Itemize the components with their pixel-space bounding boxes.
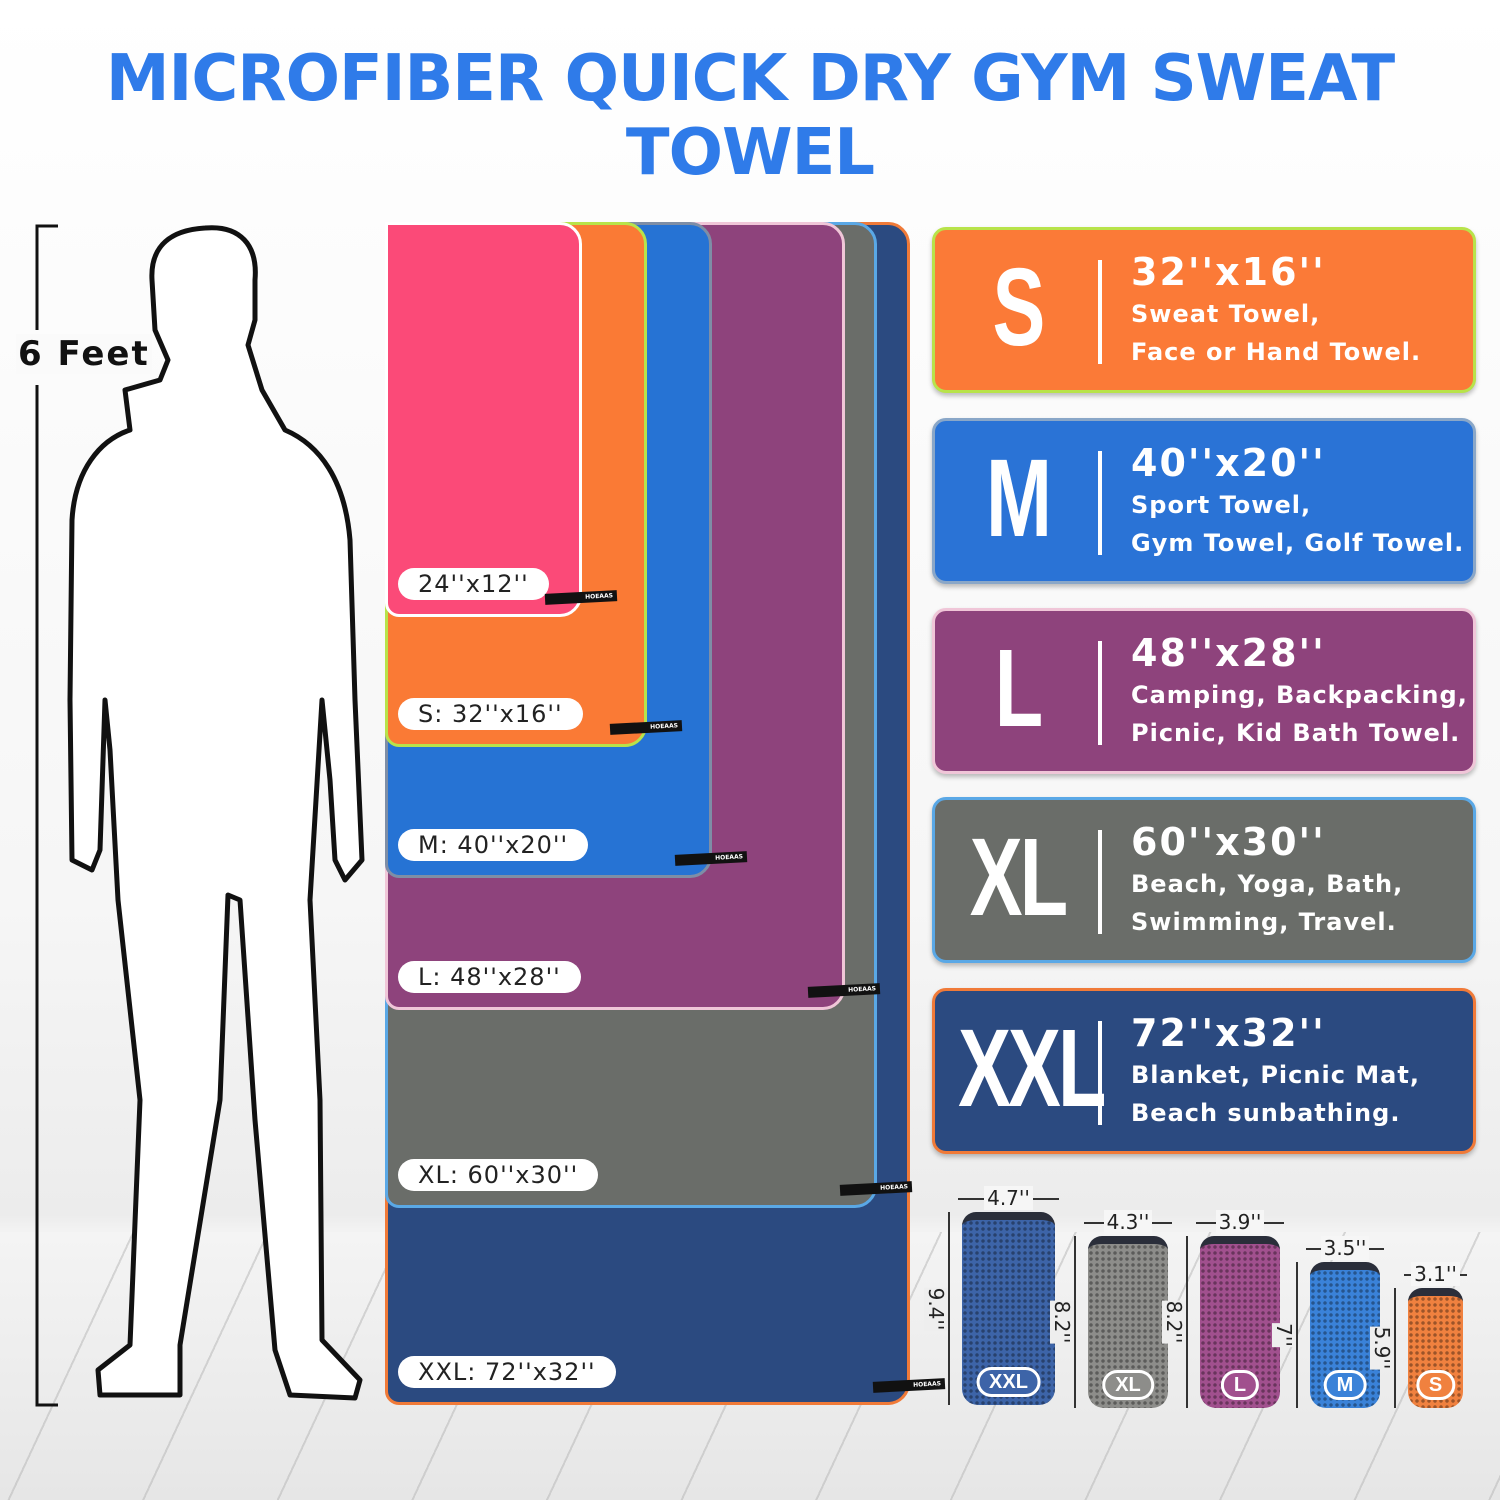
use-line-1: Sweat Towel, bbox=[1131, 300, 1321, 328]
bag-height-text: 8.2'' bbox=[1162, 1300, 1186, 1344]
size-card-s: S 32''x16'' Sweat Towel, Face or Hand Towel… bbox=[932, 227, 1476, 393]
divider bbox=[1098, 1021, 1102, 1125]
bag-size-badge: XL bbox=[1102, 1370, 1154, 1400]
bag-width-text: 3.1'' bbox=[1411, 1262, 1460, 1286]
size-card-l: L 48''x28'' Camping, Backpacking, Picnic, K… bbox=[932, 608, 1476, 774]
dimensions: 32''x16'' bbox=[1131, 250, 1326, 294]
use-line-1: Beach, Yoga, Bath, bbox=[1131, 870, 1404, 898]
towel-size-label: XL: 60''x30'' bbox=[398, 1159, 599, 1191]
bag-xxl: XXL bbox=[962, 1212, 1055, 1405]
size-letter: M bbox=[985, 437, 1052, 560]
use-line-2: Gym Towel, Golf Towel. bbox=[1131, 529, 1465, 557]
use-line-1: Camping, Backpacking, bbox=[1131, 681, 1468, 709]
use-line-2: Face or Hand Towel. bbox=[1131, 338, 1422, 366]
bag-m: M bbox=[1310, 1262, 1380, 1408]
bag-size-badge: L bbox=[1220, 1370, 1260, 1400]
bag-width-label: 3.5'' bbox=[1306, 1236, 1384, 1274]
bag-height-label: 8.2'' bbox=[1162, 1236, 1188, 1408]
towel-size-label: XXL: 72''x32'' bbox=[398, 1356, 616, 1388]
height-ruler bbox=[35, 224, 58, 1407]
towel-size-label: 24''x12'' bbox=[398, 568, 549, 600]
bag-height-text: 5.9'' bbox=[1370, 1326, 1394, 1370]
size-letter: XXL bbox=[958, 1007, 1106, 1130]
dimensions: 60''x30'' bbox=[1131, 820, 1326, 864]
towel-size-label: L: 48''x28'' bbox=[398, 961, 581, 993]
dimensions: 40''x20'' bbox=[1131, 441, 1326, 485]
bag-height-label: 9.4'' bbox=[924, 1212, 950, 1405]
size-card-m: M 40''x20'' Sport Towel, Gym Towel, Golf To… bbox=[932, 418, 1476, 584]
dimensions: 72''x32'' bbox=[1131, 1011, 1326, 1055]
divider bbox=[1098, 830, 1102, 934]
size-card-xxl: XXL 72''x32'' Blanket, Picnic Mat, Beach su… bbox=[932, 988, 1476, 1154]
use-line-2: Picnic, Kid Bath Towel. bbox=[1131, 719, 1461, 747]
use-line-1: Blanket, Picnic Mat, bbox=[1131, 1061, 1420, 1089]
bag-height-label: 5.9'' bbox=[1370, 1288, 1396, 1408]
bag-l: L bbox=[1200, 1236, 1280, 1408]
dimensions: 48''x28'' bbox=[1131, 631, 1326, 675]
size-letter: XL bbox=[969, 816, 1068, 939]
size-card-xl: XL 60''x30'' Beach, Yoga, Bath, Swimming, T… bbox=[932, 797, 1476, 963]
bag-height-text: 8.2'' bbox=[1050, 1300, 1074, 1344]
bag-height-label: 7'' bbox=[1272, 1262, 1298, 1408]
use-line-1: Sport Towel, bbox=[1131, 491, 1312, 519]
bag-width-label: 4.3'' bbox=[1084, 1210, 1172, 1248]
towel-size-label: S: 32''x16'' bbox=[398, 698, 583, 730]
bag-xl: XL bbox=[1088, 1236, 1168, 1408]
person-outline bbox=[67, 225, 365, 1401]
page-title: MICROFIBER QUICK DRY GYM SWEAT TOWEL bbox=[105, 42, 1395, 190]
bag-width-label: 4.7'' bbox=[958, 1186, 1059, 1224]
size-letter: L bbox=[994, 627, 1043, 750]
divider bbox=[1098, 451, 1102, 555]
use-line-2: Beach sunbathing. bbox=[1131, 1099, 1401, 1127]
bag-width-label: 3.1'' bbox=[1404, 1262, 1467, 1300]
divider bbox=[1098, 260, 1102, 364]
bag-height-label: 8.2'' bbox=[1050, 1236, 1076, 1408]
bag-width-text: 3.9'' bbox=[1215, 1210, 1265, 1234]
bag-width-label: 3.9'' bbox=[1196, 1210, 1284, 1248]
bag-width-text: 4.3'' bbox=[1103, 1210, 1153, 1234]
bag-size-badge: M bbox=[1323, 1370, 1367, 1400]
divider bbox=[1098, 641, 1102, 745]
bag-height-text: 7'' bbox=[1272, 1323, 1296, 1347]
size-letter: S bbox=[992, 246, 1046, 369]
use-line-2: Swimming, Travel. bbox=[1131, 908, 1397, 936]
bag-width-text: 3.5'' bbox=[1320, 1236, 1370, 1260]
bag-height-text: 9.4'' bbox=[924, 1287, 948, 1330]
bag-size-badge: S bbox=[1415, 1370, 1456, 1400]
towel-5: 24''x12'' HOEAAS bbox=[385, 222, 618, 617]
height-label: 6 Feet bbox=[16, 334, 152, 374]
bag-s: S bbox=[1408, 1288, 1463, 1408]
towel-size-label: M: 40''x20'' bbox=[398, 829, 589, 861]
bag-width-text: 4.7'' bbox=[984, 1186, 1033, 1210]
bag-size-badge: XXL bbox=[976, 1367, 1041, 1397]
